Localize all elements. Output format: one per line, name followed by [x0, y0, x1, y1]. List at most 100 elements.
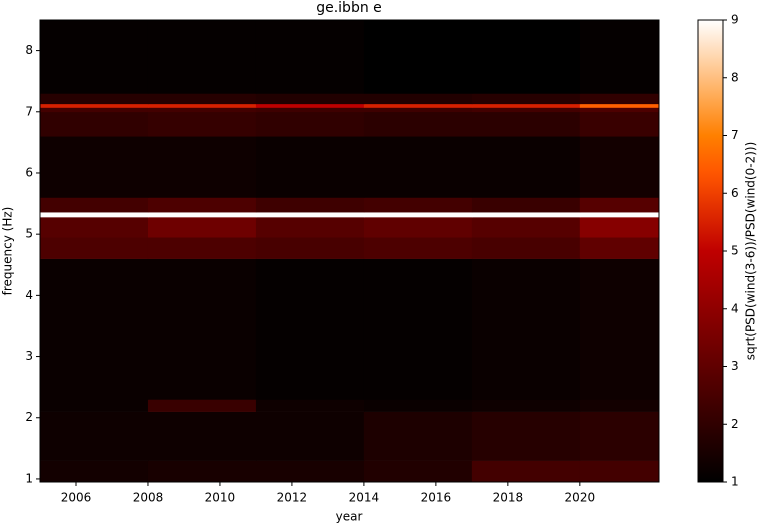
heatmap-cell — [147, 237, 257, 259]
heatmap-cell — [471, 217, 581, 238]
heatmap-cell — [255, 103, 365, 108]
heatmap-cell — [579, 399, 660, 412]
heatmap-cell — [471, 411, 581, 461]
x-tick-label: 2016 — [421, 491, 452, 505]
heatmap-cell — [579, 212, 660, 218]
heatmap-cell — [579, 103, 660, 108]
heatmap-cell — [147, 111, 257, 137]
heatmap-cell — [40, 111, 149, 137]
heatmap-cell — [471, 111, 581, 137]
colorbar-tick-label: 1 — [731, 475, 739, 489]
heatmap-cell — [579, 93, 660, 105]
heatmap-cell — [579, 136, 660, 198]
y-tick-label: 6 — [25, 165, 33, 179]
heatmap-cell — [147, 103, 257, 108]
heatmap-cell — [255, 136, 365, 198]
y-tick-label: 1 — [25, 471, 33, 485]
heatmap-cell — [471, 20, 581, 94]
heatmap-cell — [471, 460, 581, 483]
heatmap-cell — [147, 258, 257, 400]
heatmap-cell — [147, 460, 257, 483]
heatmap-cell — [363, 136, 473, 198]
heatmap-cell — [363, 111, 473, 137]
heatmap-cell — [579, 411, 660, 461]
heatmap-cell — [255, 411, 365, 461]
heatmap-cell — [579, 237, 660, 259]
x-tick-label: 2006 — [61, 491, 92, 505]
y-tick-label: 2 — [25, 410, 33, 424]
heatmap-cell — [363, 107, 473, 113]
x-tick-label: 2008 — [133, 491, 164, 505]
heatmap-cell — [40, 411, 149, 461]
heatmap-cell — [471, 399, 581, 412]
heatmap-cell — [40, 217, 149, 238]
heatmap-cell — [255, 93, 365, 105]
chart-title: ge.ibbn e — [316, 0, 382, 16]
heatmap-cell — [363, 460, 473, 483]
heatmap-cell — [40, 212, 149, 218]
y-tick-label: 5 — [25, 227, 33, 241]
heatmap-cell — [579, 111, 660, 137]
heatmap-cell — [363, 217, 473, 238]
x-tick-label: 2010 — [205, 491, 236, 505]
heatmap-cell — [471, 107, 581, 113]
heatmap-cell — [471, 136, 581, 198]
heatmap-cell — [147, 93, 257, 105]
heatmap-cell — [147, 136, 257, 198]
heatmap-cell — [363, 411, 473, 461]
heatmap-cell — [363, 212, 473, 218]
heatmap-cell — [40, 258, 149, 400]
colorbar-tick-label: 5 — [731, 244, 739, 258]
heatmap-cell — [40, 237, 149, 259]
heatmap-cell — [147, 399, 257, 412]
heatmap-cell — [147, 217, 257, 238]
heatmap-cell — [147, 20, 257, 94]
heatmap-cell — [363, 93, 473, 105]
heatmap-cell — [40, 399, 149, 412]
heatmap-cell — [579, 460, 660, 483]
y-tick-label: 4 — [25, 288, 33, 302]
heatmap-cell — [255, 212, 365, 218]
heatmap-cell — [579, 258, 660, 400]
heatmap-cell — [255, 197, 365, 213]
colorbar-tick-label: 6 — [731, 186, 739, 200]
heatmap-cell — [40, 197, 149, 213]
colorbar-tick-label: 4 — [731, 301, 739, 315]
heatmap-cell — [147, 212, 257, 218]
heatmap-cell — [363, 399, 473, 412]
heatmap-cell — [40, 136, 149, 198]
heatmap-cell — [40, 107, 149, 113]
heatmap-cell — [40, 20, 149, 94]
colorbar-tick-label: 3 — [731, 359, 739, 373]
y-tick-label: 7 — [25, 104, 33, 118]
heatmap-cell — [255, 399, 365, 412]
heatmap-cell — [255, 20, 365, 94]
heatmap-cell — [147, 197, 257, 213]
heatmap-cell — [40, 460, 149, 483]
heatmap-cell — [40, 103, 149, 108]
y-tick-label: 8 — [25, 43, 33, 57]
plot-frame — [39, 19, 660, 483]
y-axis-label: frequency (Hz) — [1, 207, 15, 296]
heatmap-cell — [363, 197, 473, 213]
heatmap-cell — [255, 217, 365, 238]
heatmap-cell — [255, 237, 365, 259]
x-tick-label: 2014 — [349, 491, 380, 505]
heatmap-cell — [363, 20, 473, 94]
heatmap-cell — [363, 103, 473, 108]
x-axis-label: year — [336, 510, 363, 524]
x-tick-label: 2020 — [565, 491, 596, 505]
colorbar-label: sqrt(PSD(wind(3-6))/PSD(wind(0-2))) — [744, 142, 758, 361]
heatmap-cell — [579, 107, 660, 113]
colorbar-tick-label: 7 — [731, 128, 739, 142]
heatmap-cell — [471, 93, 581, 105]
colorbar-tick-label: 8 — [731, 70, 739, 84]
colorbar — [697, 19, 724, 483]
colorbar-tick-label: 9 — [731, 13, 739, 27]
heatmap-cell — [255, 460, 365, 483]
heatmap-cell — [471, 258, 581, 400]
heatmap-cell — [579, 217, 660, 238]
heatmap-cell — [255, 107, 365, 113]
heatmap-cell — [471, 197, 581, 213]
